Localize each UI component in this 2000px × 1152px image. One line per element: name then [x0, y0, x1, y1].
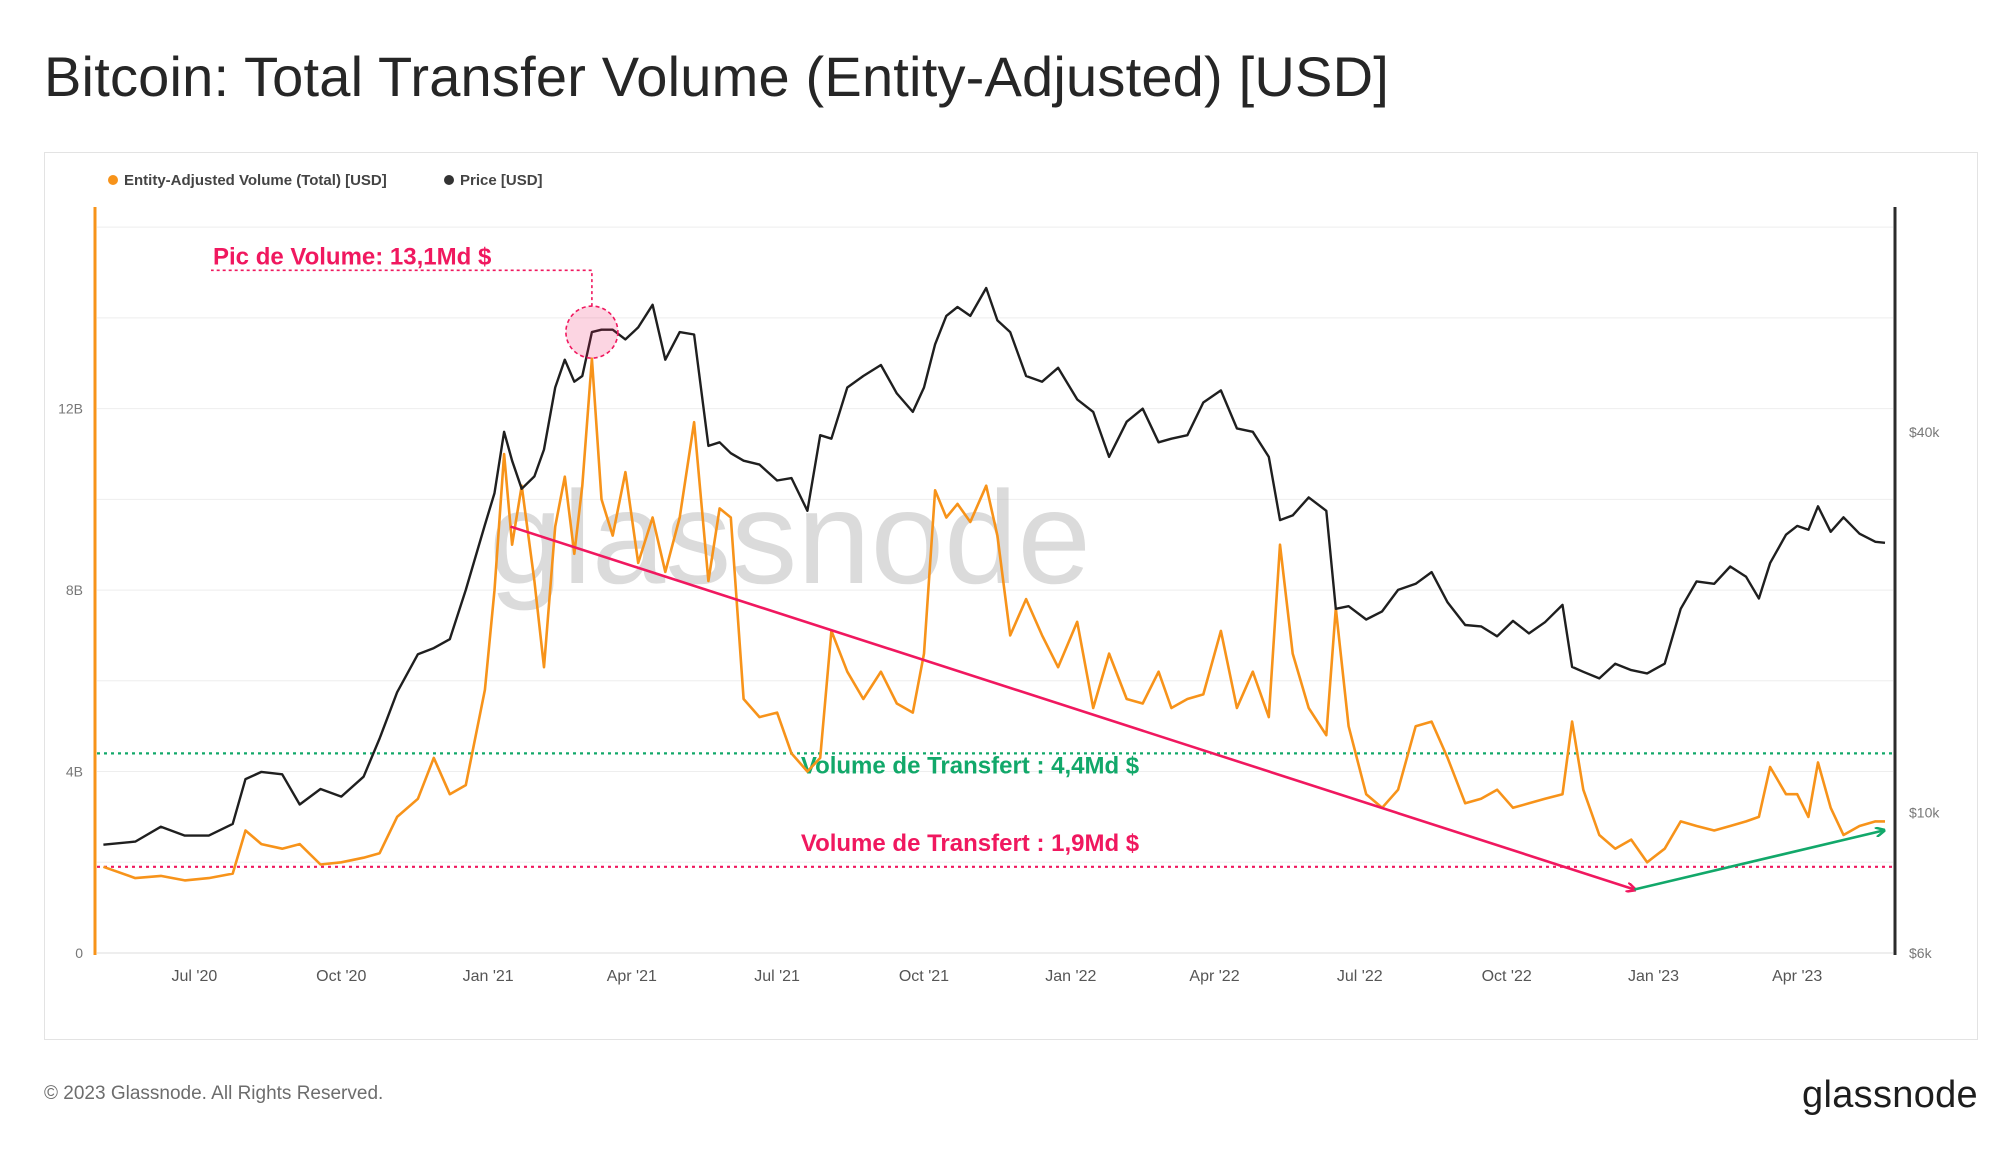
grid [97, 226, 1893, 863]
x-tick-label: Apr '21 [607, 968, 657, 985]
reference-line-label: Volume de Transfert : 1,9Md $ [801, 830, 1140, 857]
page-title: Bitcoin: Total Transfer Volume (Entity-A… [44, 45, 1389, 108]
y-left-tick-label: 0 [75, 945, 83, 961]
legend: Entity-Adjusted Volume (Total) [USD] Pric… [108, 172, 543, 189]
footer-logo: glassnode [1802, 1074, 1978, 1116]
x-tick-label: Oct '20 [316, 968, 366, 985]
x-tick-label: Jul '20 [172, 968, 218, 985]
x-tick-label: Jan '21 [463, 968, 514, 985]
trend-arrow [1634, 831, 1883, 891]
peak-leader-line [211, 269, 593, 307]
y-right-tick-label: $6k [1909, 945, 1933, 961]
legend-swatch [108, 175, 118, 185]
x-tick-label: Apr '23 [1772, 968, 1822, 985]
chart-panel: glassnode Jul '20 Oct '20 Jan '21 Apr '21 Ju… [44, 152, 1978, 1040]
x-tick-label: Oct '21 [899, 968, 949, 985]
price-series-line [103, 286, 1886, 846]
volume-series-line [102, 357, 1885, 882]
peak-label: Pic de Volume: 13,1Md $ [213, 243, 492, 270]
chart-svg: glassnode Jul '20 Oct '20 Jan '21 Apr '21 Ju… [58, 172, 1940, 985]
peak-marker-circle [565, 305, 619, 359]
reference-line-label: Volume de Transfert : 4,4Md $ [801, 752, 1140, 779]
legend-swatch [444, 175, 454, 185]
axes: Jul '20 Oct '20 Jan '21 Apr '21 Jul '21 Oct '… [58, 207, 1940, 985]
footer-copyright: © 2023 Glassnode. All Rights Reserved. [44, 1083, 384, 1104]
y-right-tick-label: $40k [1909, 424, 1940, 440]
y-left-tick-label: 12B [58, 401, 83, 417]
watermark: glassnode [489, 464, 1091, 611]
annotations: Pic de Volume: 13,1Md $ [211, 243, 1883, 889]
legend-label: Entity-Adjusted Volume (Total) [USD] [124, 172, 387, 189]
x-tick-label: Jan '23 [1628, 968, 1679, 985]
x-tick-label: Apr '22 [1189, 968, 1239, 985]
x-tick-label: Jul '21 [754, 968, 800, 985]
legend-label: Price [USD] [460, 172, 543, 189]
x-tick-label: Oct '22 [1482, 968, 1532, 985]
y-left-tick-label: 8B [66, 582, 83, 598]
y-right-tick-label: $10k [1909, 805, 1940, 821]
x-tick-label: Jan '22 [1045, 968, 1096, 985]
y-left-tick-label: 4B [66, 764, 83, 780]
x-tick-label: Jul '22 [1337, 968, 1383, 985]
trend-arrow [510, 525, 1634, 890]
reference-lines: Volume de Transfert : 4,4Md $ Volume de T… [97, 752, 1893, 868]
series-lines [102, 286, 1886, 882]
